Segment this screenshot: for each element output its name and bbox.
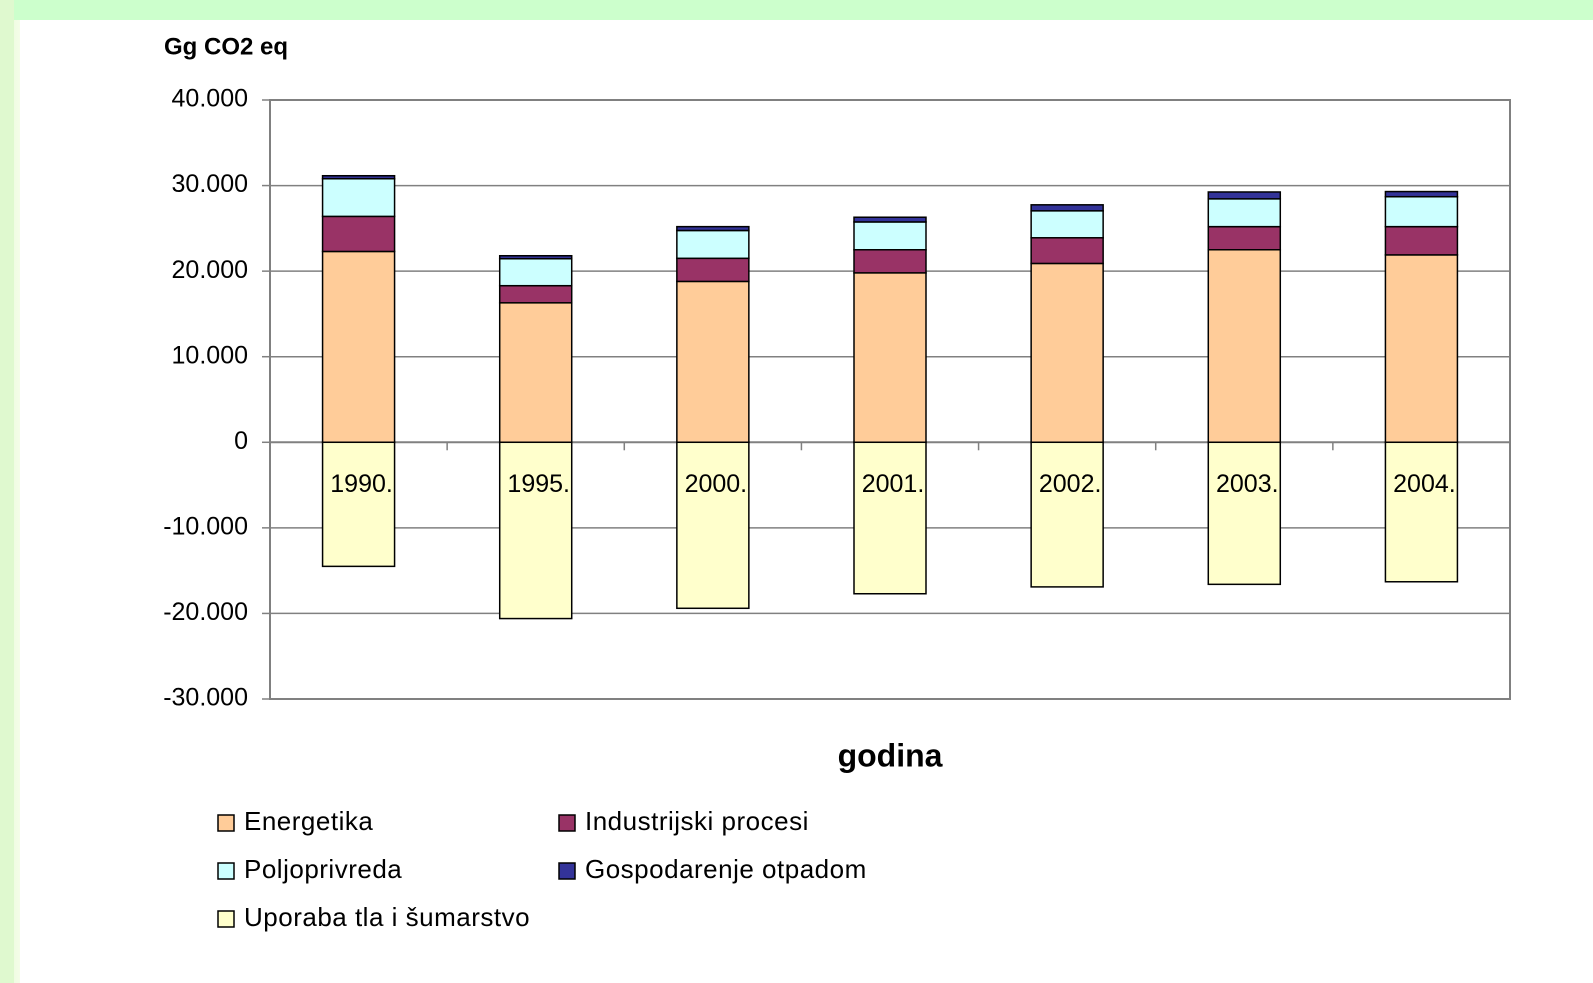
y-tick-label: 0 bbox=[234, 427, 248, 455]
x-tick-label: 2000. bbox=[685, 470, 748, 498]
bar-segment bbox=[676, 280, 750, 444]
bar-segment bbox=[321, 174, 396, 180]
bar-segment bbox=[853, 221, 927, 251]
legend-swatch bbox=[217, 910, 235, 928]
legend-label: Poljoprivreda bbox=[244, 854, 402, 884]
legend-label: Energetika bbox=[244, 806, 373, 836]
y-tick-label: 20.000 bbox=[172, 256, 248, 284]
bar-segment bbox=[1207, 191, 1282, 200]
legend-swatch bbox=[217, 862, 235, 880]
bar-segment bbox=[676, 229, 750, 260]
bar-segment bbox=[498, 302, 573, 444]
legend-label: Gospodarenje otpadom bbox=[585, 854, 867, 884]
bar-segment bbox=[1384, 254, 1459, 444]
x-tick-label: 2004. bbox=[1393, 470, 1456, 498]
bar-segment bbox=[1384, 190, 1459, 198]
y-tick-label: -10.000 bbox=[163, 512, 248, 540]
bar-segment bbox=[321, 250, 396, 444]
x-tick-label: 1995. bbox=[507, 470, 570, 498]
legend-swatch bbox=[558, 814, 576, 832]
bar-segment bbox=[1384, 195, 1459, 228]
bar-segment bbox=[1384, 225, 1459, 256]
bar-segment bbox=[1030, 237, 1104, 265]
bar-segment bbox=[321, 215, 396, 253]
bar-segment bbox=[1207, 225, 1282, 251]
y-axis-label: Gg CO2 eq bbox=[164, 33, 288, 60]
bar-segment bbox=[498, 257, 573, 287]
bar-segment bbox=[498, 284, 573, 304]
x-tick-label: 1990. bbox=[330, 470, 393, 498]
legend-label: Uporaba tla i šumarstvo bbox=[244, 902, 530, 932]
bar-segment bbox=[853, 441, 927, 595]
y-tick-label: -20.000 bbox=[163, 598, 248, 626]
bar-segment bbox=[1207, 249, 1282, 444]
bar-segment bbox=[853, 216, 927, 223]
y-tick-label: 30.000 bbox=[172, 170, 248, 198]
bar-segment bbox=[853, 272, 927, 444]
bar-segment bbox=[676, 225, 750, 232]
y-tick-label: 10.000 bbox=[172, 341, 248, 369]
bar-segment bbox=[1030, 262, 1104, 444]
bar-segment bbox=[498, 441, 573, 620]
x-tick-label: 2003. bbox=[1216, 470, 1279, 498]
bar-segment bbox=[676, 441, 750, 610]
bar-segment bbox=[1030, 204, 1104, 212]
bar-segment bbox=[1030, 210, 1104, 239]
x-tick-label: 2002. bbox=[1039, 470, 1102, 498]
y-tick-label: 40.000 bbox=[172, 85, 248, 113]
legend-swatch bbox=[217, 814, 235, 832]
bar-segment bbox=[1384, 441, 1459, 583]
bar-segment bbox=[1207, 441, 1282, 586]
bar-segment bbox=[321, 441, 396, 568]
bar-segment bbox=[676, 257, 750, 283]
x-tick-label: 2001. bbox=[862, 470, 925, 498]
x-axis-label: godina bbox=[838, 737, 943, 773]
top-border bbox=[0, 0, 1593, 20]
bar-segment bbox=[1207, 198, 1282, 228]
legend-label: Industrijski procesi bbox=[585, 806, 809, 836]
legend-swatch bbox=[558, 862, 576, 880]
bar-segment bbox=[1030, 441, 1104, 588]
bar-segment bbox=[498, 254, 573, 260]
bar-segment bbox=[321, 177, 396, 218]
bar-segment bbox=[853, 249, 927, 274]
y-tick-label: -30.000 bbox=[163, 684, 248, 712]
left-border bbox=[0, 0, 14, 983]
